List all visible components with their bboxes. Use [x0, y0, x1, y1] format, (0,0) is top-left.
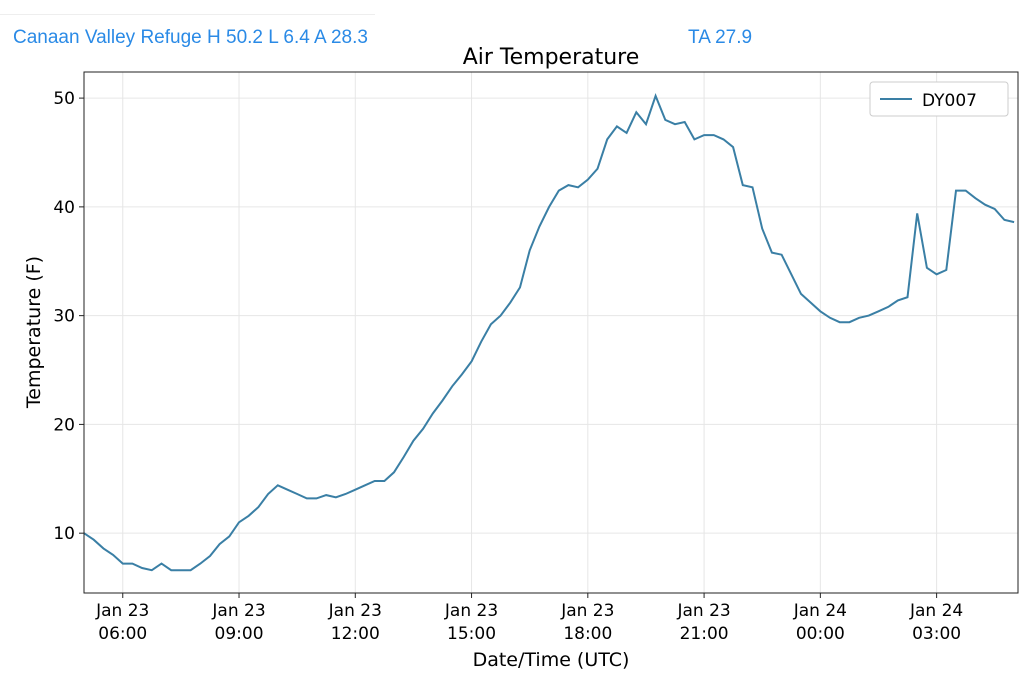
x-axis-label: Date/Time (UTC): [473, 649, 630, 671]
x-tick-label-time: 15:00: [447, 624, 496, 644]
y-tick-label: 30: [53, 307, 75, 327]
y-tick-label: 10: [53, 524, 75, 544]
x-tick-label-date: Jan 23: [328, 601, 382, 621]
legend-label: DY007: [922, 91, 977, 111]
x-tick-label-date: Jan 23: [560, 601, 614, 621]
chart-title: Air Temperature: [463, 45, 640, 70]
x-tick-label-date: Jan 23: [95, 601, 149, 621]
series-line-DY007: [83, 93, 1015, 572]
y-axis-label: Temperature (F): [23, 256, 45, 409]
y-tick-label: 40: [53, 198, 75, 218]
x-tick-label-time: 06:00: [98, 624, 147, 644]
divider: [0, 14, 375, 15]
x-tick-label-date: Jan 24: [909, 601, 963, 621]
x-tick-label-time: 09:00: [215, 624, 264, 644]
plot-frame: [83, 71, 1019, 594]
x-tick-label-time: 12:00: [331, 624, 380, 644]
x-tick-label-time: 18:00: [563, 624, 612, 644]
station-summary: Canaan Valley Refuge H 50.2 L 6.4 A 28.3: [13, 27, 368, 48]
legend-box: [869, 81, 1009, 117]
y-tick-label: 50: [53, 89, 75, 109]
x-tick-label-date: Jan 23: [444, 601, 498, 621]
ta-value: TA 27.9: [688, 27, 753, 48]
y-tick-label: 20: [53, 415, 75, 435]
x-tick-label-time: 00:00: [796, 624, 845, 644]
legend: DY007: [869, 81, 1009, 117]
x-tick-label-time: 21:00: [680, 624, 729, 644]
x-tick-label-date: Jan 23: [676, 601, 730, 621]
x-tick-label-date: Jan 24: [793, 601, 847, 621]
x-tick-label-time: 03:00: [912, 624, 961, 644]
x-tick-label-date: Jan 23: [211, 601, 265, 621]
